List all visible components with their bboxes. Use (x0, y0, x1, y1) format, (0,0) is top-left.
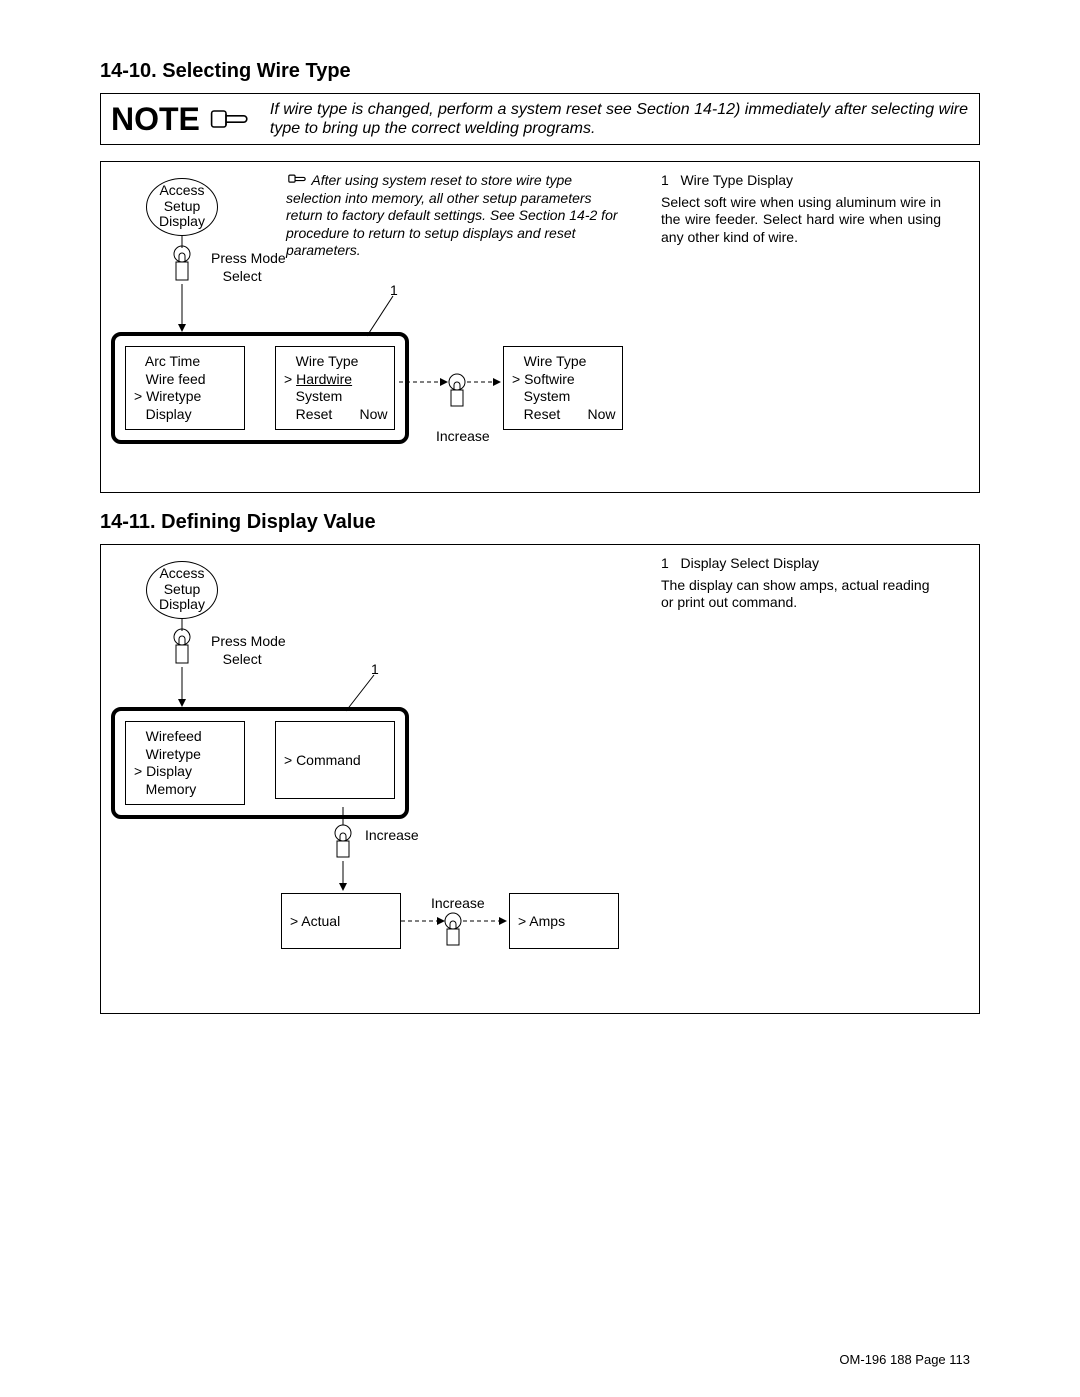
display-box-arctime: Arc Time Wire feed > Wiretype Display (125, 346, 245, 430)
section-heading-1: 14-10. Selecting Wire Type (100, 60, 980, 83)
display-box-wirefeed: Wirefeed Wiretype > Display Memory (125, 721, 245, 805)
display-box-softwire: Wire Type > Softwire System Reset Now (503, 346, 623, 430)
page-footer: OM-196 188 Page 113 (839, 1352, 970, 1367)
section1-flow-svg (101, 162, 961, 494)
increase-label-s2a: Increase (365, 827, 419, 845)
display-box-command: > Command (275, 721, 395, 799)
display-box-amps: > Amps (509, 893, 619, 949)
increase-label-s2b: Increase (431, 895, 485, 913)
section2-frame: 1 Display Select Display The display can… (100, 544, 980, 1014)
section-heading-2: 14-11. Defining Display Value (100, 511, 980, 534)
note-word: NOTE (111, 101, 200, 138)
increase-label-s1: Increase (436, 428, 490, 446)
display-box-hardwire: Wire Type > Hardwire System Reset Now (275, 346, 395, 430)
pointing-hand-icon (210, 104, 250, 134)
display-box-actual: > Actual (281, 893, 401, 949)
thickgroup-s2: Wirefeed Wiretype > Display Memory > Com… (111, 707, 409, 819)
note-text: If wire type is changed, perform a syste… (270, 100, 969, 138)
thickgroup-s1: Arc Time Wire feed > Wiretype Display Wi… (111, 332, 409, 444)
section1-frame: After using system reset to store wire t… (100, 161, 980, 493)
note-box: NOTE If wire type is changed, perform a … (100, 93, 980, 145)
